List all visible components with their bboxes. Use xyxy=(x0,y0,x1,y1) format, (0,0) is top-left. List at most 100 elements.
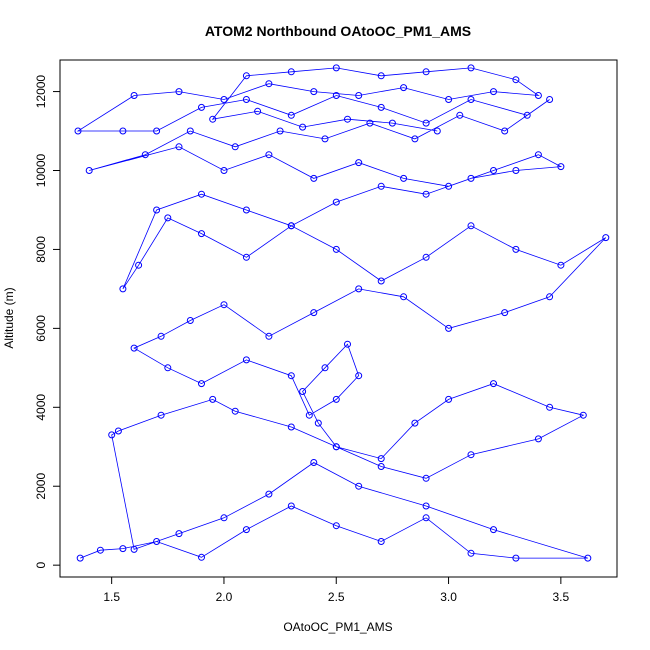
data-point xyxy=(157,332,165,340)
data-point xyxy=(209,115,217,123)
y-tick-label: 12000 xyxy=(34,75,48,109)
x-tick-label: 2.5 xyxy=(328,590,345,604)
data-point xyxy=(377,182,385,190)
data-point xyxy=(344,115,351,123)
data-point xyxy=(310,88,318,96)
data-point xyxy=(490,526,497,534)
data-point xyxy=(220,301,228,309)
data-point xyxy=(332,522,340,530)
data-point xyxy=(456,111,464,119)
data-point xyxy=(321,135,329,143)
data-point xyxy=(355,92,363,99)
data-point xyxy=(534,435,542,443)
data-point xyxy=(377,455,385,463)
data-point xyxy=(130,92,138,99)
data-point xyxy=(114,427,122,435)
data-point xyxy=(332,198,340,206)
plot-area xyxy=(59,59,618,578)
data-point xyxy=(287,502,295,510)
data-point xyxy=(175,143,183,151)
data-point xyxy=(411,419,419,427)
data-point xyxy=(445,395,453,403)
data-point xyxy=(186,317,194,324)
data-point xyxy=(74,127,82,135)
data-point xyxy=(287,68,295,76)
chart-title: ATOM2 Northbound OAtoOC_PM1_AMS xyxy=(205,23,471,39)
data-point xyxy=(388,119,396,127)
data-point xyxy=(355,482,363,490)
data-point xyxy=(175,88,183,96)
data-point xyxy=(231,407,239,415)
data-point xyxy=(501,309,509,317)
data-point xyxy=(175,530,183,538)
data-point xyxy=(299,123,307,131)
data-point xyxy=(467,222,475,230)
data-point xyxy=(198,380,205,388)
data-point xyxy=(186,127,194,135)
data-point xyxy=(85,167,93,174)
data-point xyxy=(355,372,363,380)
data-point xyxy=(433,127,441,135)
data-point xyxy=(76,554,84,562)
x-tick-label: 1.5 xyxy=(103,590,120,604)
data-point xyxy=(377,463,385,470)
data-point xyxy=(96,546,104,554)
data-point xyxy=(164,364,172,372)
data-point xyxy=(242,206,250,214)
data-point xyxy=(310,309,318,317)
data-point xyxy=(332,245,340,253)
data-point xyxy=(355,285,363,293)
data-point xyxy=(523,111,531,119)
y-axis-label: Altitude (m) xyxy=(2,287,16,348)
data-point xyxy=(534,151,542,159)
data-point xyxy=(265,151,273,159)
data-point xyxy=(108,431,116,439)
data-point xyxy=(130,545,138,553)
data-point xyxy=(400,174,408,182)
data-point xyxy=(198,190,205,198)
data-point xyxy=(366,119,374,127)
data-point xyxy=(310,459,318,466)
data-point xyxy=(265,490,273,498)
series-line xyxy=(76,67,607,559)
data-point xyxy=(546,96,554,103)
data-point xyxy=(557,163,565,171)
data-point xyxy=(584,554,592,562)
data-point xyxy=(153,127,161,135)
data-point xyxy=(265,80,273,88)
data-point xyxy=(198,230,205,238)
data-point xyxy=(411,135,419,143)
data-point xyxy=(377,277,385,285)
x-axis-label: OAtoOC_PM1_AMS xyxy=(283,620,392,634)
data-point xyxy=(546,293,554,301)
data-point xyxy=(119,545,127,553)
data-point xyxy=(135,261,143,269)
data-point xyxy=(276,127,284,135)
data-point xyxy=(445,324,453,332)
data-point xyxy=(220,96,228,103)
x-axis: 1.5 2.0 2.5 3.0 3.5 xyxy=(103,576,570,604)
data-point xyxy=(242,253,250,261)
data-point xyxy=(400,293,408,301)
data-point xyxy=(512,167,520,174)
data-point xyxy=(467,64,475,72)
data-point xyxy=(490,380,497,388)
data-point xyxy=(153,538,161,545)
data-point xyxy=(332,443,340,451)
data-point xyxy=(422,502,430,510)
data-point xyxy=(422,119,430,127)
data-point xyxy=(314,419,322,427)
y-tick-label: 0 xyxy=(34,562,48,569)
data-point xyxy=(242,72,250,80)
data-point xyxy=(445,96,453,103)
data-point xyxy=(164,214,172,222)
data-point xyxy=(422,190,430,198)
data-point xyxy=(119,127,127,135)
data-point xyxy=(198,553,205,561)
data-point xyxy=(602,234,610,242)
data-point xyxy=(287,423,295,431)
data-point xyxy=(305,411,313,419)
data-point xyxy=(220,514,228,522)
data-point xyxy=(220,167,228,174)
series-layer xyxy=(74,64,610,562)
